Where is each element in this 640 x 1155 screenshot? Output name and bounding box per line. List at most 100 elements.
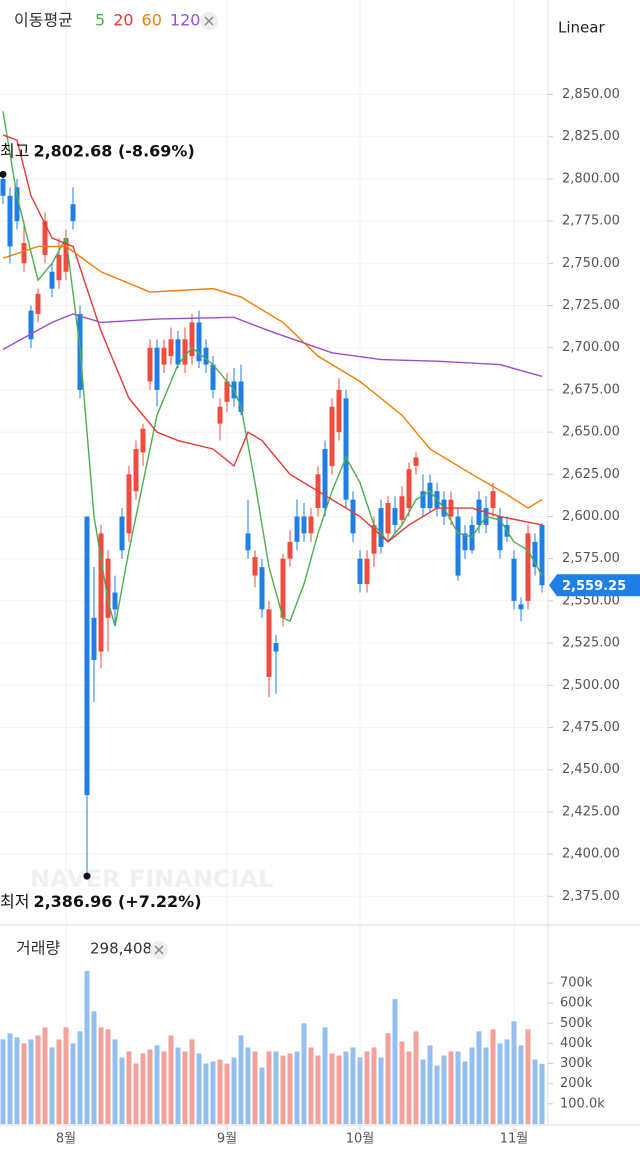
x-tick-label: 10월 bbox=[346, 1132, 375, 1147]
candle-body bbox=[308, 516, 314, 534]
volume-bar bbox=[350, 1047, 356, 1124]
scale-label[interactable]: Linear bbox=[558, 19, 605, 37]
candle-body bbox=[259, 567, 265, 610]
last-price-label: 2,559.25 bbox=[562, 579, 626, 594]
candle-body bbox=[210, 364, 216, 390]
y-tick-label: 2,425.00 bbox=[562, 804, 620, 819]
volume-bar bbox=[392, 999, 398, 1124]
last-price-box bbox=[549, 574, 640, 597]
candle-body bbox=[217, 406, 223, 424]
y-tick-label: 300k bbox=[560, 1056, 593, 1071]
candle-body bbox=[112, 592, 118, 610]
volume-bar bbox=[42, 1027, 48, 1124]
plot: 최고 2,802.68 (-8.69%) 최저 2,386.96 (+7.22%) bbox=[0, 111, 545, 1124]
volume-bar bbox=[406, 1051, 412, 1124]
y-tick-label: 100.0k bbox=[560, 1096, 605, 1111]
candle-body bbox=[28, 310, 34, 340]
volume-bar bbox=[147, 1049, 153, 1124]
legend: 5 20 60 120 bbox=[95, 11, 200, 30]
candle-body bbox=[497, 516, 503, 551]
volume-bar bbox=[518, 1045, 524, 1124]
candle-body bbox=[364, 558, 370, 585]
candle-body bbox=[532, 541, 538, 568]
volume-bar bbox=[231, 1057, 237, 1124]
annotation-label: 최고 bbox=[0, 141, 29, 160]
y-tick-label: 2,825.00 bbox=[562, 129, 620, 144]
y-tick-label: 2,625.00 bbox=[562, 467, 620, 482]
candle-body bbox=[175, 339, 181, 365]
y-tick-label: 2,700.00 bbox=[562, 340, 620, 355]
volume-bar bbox=[357, 1057, 363, 1124]
volume-bar bbox=[315, 1055, 321, 1124]
candle-body bbox=[329, 406, 335, 466]
volume-bar bbox=[399, 1041, 405, 1124]
candle-body bbox=[273, 643, 279, 652]
candle-body bbox=[406, 469, 412, 509]
candle-body bbox=[56, 254, 62, 281]
candle-body bbox=[98, 533, 104, 652]
volume-bar bbox=[133, 1063, 139, 1124]
candle-body bbox=[126, 474, 132, 534]
candle-body bbox=[511, 558, 517, 601]
y-tick-label: 2,500.00 bbox=[562, 678, 620, 693]
close-icon[interactable] bbox=[154, 945, 164, 955]
volume-bar bbox=[287, 1053, 293, 1124]
candle-body bbox=[336, 389, 342, 433]
close-icon[interactable] bbox=[204, 16, 214, 26]
y-tick-label: 2,750.00 bbox=[562, 256, 620, 271]
candle-body bbox=[371, 524, 377, 554]
volume-bar bbox=[364, 1051, 370, 1124]
volume-bar bbox=[280, 1055, 286, 1124]
x-tick-label: 11월 bbox=[500, 1132, 529, 1147]
volume-bar bbox=[329, 1053, 335, 1124]
candle-body bbox=[252, 557, 258, 576]
candle-body bbox=[91, 617, 97, 660]
volume-bar bbox=[28, 1039, 34, 1124]
candle-body bbox=[266, 609, 272, 677]
volume-bar bbox=[196, 1053, 202, 1124]
annotation: 최저 2,386.96 (+7.22%) bbox=[0, 892, 202, 911]
volume-bar bbox=[91, 1011, 97, 1124]
scale-box[interactable] bbox=[549, 0, 640, 55]
y-tick-label: 2,400.00 bbox=[562, 847, 620, 862]
candle-body bbox=[14, 187, 20, 222]
volume-bar bbox=[476, 1031, 482, 1124]
volume-bar bbox=[77, 1031, 83, 1124]
candle-body bbox=[189, 322, 195, 357]
candle-body bbox=[7, 195, 13, 247]
y-tick-label: 2,800.00 bbox=[562, 171, 620, 186]
volume-bar bbox=[371, 1047, 377, 1124]
candle-body bbox=[21, 243, 27, 264]
candle-body bbox=[140, 428, 146, 453]
volume-bar bbox=[483, 1047, 489, 1124]
y-tick-label: 2,525.00 bbox=[562, 636, 620, 651]
y-tick-label: 2,475.00 bbox=[562, 720, 620, 735]
candle-body bbox=[119, 516, 125, 551]
candle-body bbox=[42, 221, 48, 255]
candle-body bbox=[105, 558, 111, 618]
volume-bar bbox=[539, 1063, 545, 1124]
volume-bar bbox=[266, 1051, 272, 1124]
y-tick-label: 600k bbox=[560, 996, 593, 1011]
volume-bar bbox=[84, 970, 90, 1124]
volume-bar bbox=[455, 1051, 461, 1124]
candle-body bbox=[168, 339, 174, 357]
volume-bar bbox=[469, 1047, 475, 1124]
candle-body bbox=[462, 533, 468, 551]
x-tick-label: 8월 bbox=[56, 1132, 76, 1147]
volume-bar bbox=[245, 1047, 251, 1124]
volume-bar bbox=[105, 1029, 111, 1124]
x-tick-label: 9월 bbox=[217, 1132, 237, 1147]
candle-body bbox=[413, 457, 419, 466]
volume-bar bbox=[140, 1053, 146, 1124]
volume-bar bbox=[294, 1051, 300, 1124]
candle-body bbox=[224, 381, 230, 402]
candle-body bbox=[539, 524, 545, 586]
volume-bar bbox=[420, 1059, 426, 1124]
volume-bar bbox=[238, 1035, 244, 1124]
ma-title: 이동평균 bbox=[14, 11, 73, 30]
moving-average bbox=[2, 245, 543, 509]
volume-bar bbox=[203, 1063, 209, 1124]
y-tick-label: 2,375.00 bbox=[562, 889, 620, 904]
volume-bar bbox=[427, 1045, 433, 1124]
